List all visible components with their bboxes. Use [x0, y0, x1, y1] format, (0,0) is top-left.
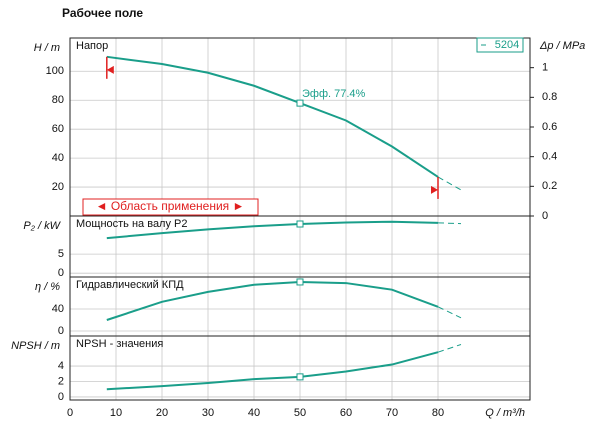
series-line	[106, 55, 439, 178]
y2-axis-label: Δp / MPa	[539, 40, 585, 52]
duty-point	[296, 278, 304, 286]
region-box	[82, 198, 259, 216]
series-line	[106, 220, 439, 240]
y-tick-label: 2	[58, 375, 64, 387]
chart-title: Рабочее поле	[62, 6, 143, 20]
y-tick-label: 100	[46, 65, 64, 77]
x-tick-label: 30	[202, 407, 214, 419]
y-tick-label: 0	[58, 267, 64, 279]
x-tick-label: 70	[386, 407, 398, 419]
series-line	[106, 280, 439, 321]
panel-title: NPSH - значения	[76, 338, 163, 350]
panel-title: Мощность на валу P2	[76, 218, 188, 230]
panel-title: Напор	[76, 40, 108, 52]
y-axis-label: NPSH / m	[11, 340, 60, 352]
y-tick-label: 5	[58, 248, 64, 260]
x-axis-label: Q / m³/h	[485, 407, 525, 419]
legend-box	[476, 37, 524, 53]
x-tick-label: 60	[340, 407, 352, 419]
x-tick-label: 40	[248, 407, 260, 419]
panel-frame	[69, 335, 531, 401]
y-tick-label: 20	[52, 181, 64, 193]
limit-arrow	[431, 185, 438, 194]
duty-point	[296, 373, 304, 381]
series-line	[437, 306, 462, 319]
y-axis-label: η / %	[35, 281, 60, 293]
y-axis-label: P₂ / kW	[23, 220, 61, 232]
y2-tick-label: 1	[542, 62, 548, 74]
region-label: ◄ Область применения ►	[96, 199, 245, 213]
duty-point	[296, 99, 304, 107]
series-line	[106, 351, 439, 391]
y-tick-label: 4	[58, 360, 64, 372]
y-tick-label: 80	[52, 94, 64, 106]
legend-label: 5204	[495, 39, 519, 51]
y-tick-label: 0	[58, 325, 64, 337]
y2-tick-label: 0	[542, 210, 548, 222]
x-tick-label: 10	[110, 407, 122, 419]
x-tick-label: 50	[294, 407, 306, 419]
y2-tick-label: 0.6	[542, 121, 557, 133]
y2-tick-label: 0.8	[542, 91, 557, 103]
series-line	[437, 176, 462, 191]
series-line	[437, 222, 462, 225]
panel-title: Гидравлический КПД	[76, 279, 184, 291]
y-tick-label: 0	[58, 391, 64, 403]
y2-tick-label: 0.4	[542, 151, 557, 163]
x-tick-label: 20	[156, 407, 168, 419]
y-tick-label: 60	[52, 123, 64, 135]
y2-tick-label: 0.2	[542, 180, 557, 192]
y-tick-label: 40	[52, 152, 64, 164]
x-tick-label: 80	[432, 407, 444, 419]
x-tick-label: 0	[67, 407, 73, 419]
duty-point	[296, 220, 304, 228]
y-tick-label: 40	[52, 303, 64, 315]
series-line	[437, 344, 462, 353]
limit-arrow	[106, 65, 114, 74]
y-axis-label: H / m	[34, 42, 60, 54]
annotation: Эфф. 77.4%	[302, 88, 366, 100]
